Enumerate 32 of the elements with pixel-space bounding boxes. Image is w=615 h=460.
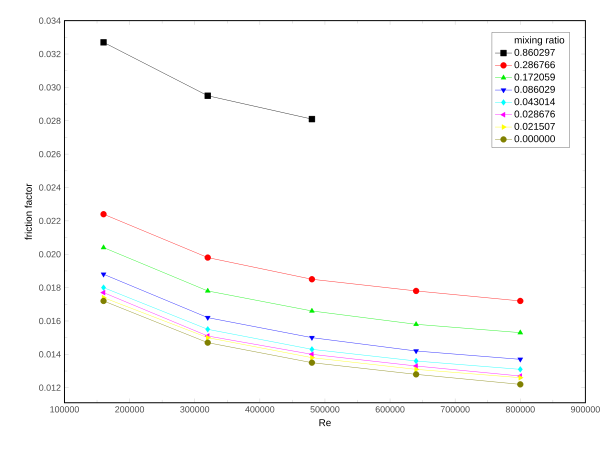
x-tick-label: 800000 bbox=[506, 406, 535, 412]
x-tick-label: 900000 bbox=[570, 406, 600, 412]
y-tick-label: 0.016 bbox=[39, 318, 61, 324]
y-tick-label: 0.030 bbox=[39, 84, 61, 90]
x-tick-label: 500000 bbox=[310, 406, 340, 412]
y-axis-title: friction factor bbox=[24, 183, 32, 240]
y-tick-label: 0.034 bbox=[39, 17, 61, 24]
legend-label: 0.043014 bbox=[514, 98, 556, 106]
y-tick-label: 0.022 bbox=[39, 218, 61, 224]
x-tick-label: 100000 bbox=[50, 406, 79, 412]
y-tick-label: 0.018 bbox=[39, 284, 61, 291]
legend-label: 0.000000 bbox=[514, 135, 555, 142]
y-tick-label: 0.032 bbox=[39, 50, 61, 58]
legend-label: 0.286766 bbox=[514, 61, 555, 68]
x-tick-label: 700000 bbox=[440, 406, 470, 412]
legend-title: mixing ratio bbox=[514, 36, 564, 46]
legend-label: 0.172059 bbox=[514, 73, 555, 80]
y-tick-label: 0.012 bbox=[39, 384, 61, 391]
x-tick-label: 400000 bbox=[245, 406, 274, 412]
legend-label: 0.028676 bbox=[514, 110, 555, 118]
x-axis-title: Re bbox=[319, 419, 331, 426]
y-tick-label: 0.028 bbox=[39, 117, 61, 124]
x-tick-label: 200000 bbox=[115, 406, 144, 412]
y-tick-label: 0.024 bbox=[39, 184, 61, 191]
x-tick-label: 600000 bbox=[376, 406, 405, 412]
y-tick-label: 0.026 bbox=[39, 150, 61, 158]
legend-label: 0.860297 bbox=[514, 48, 555, 56]
legend-label: 0.021507 bbox=[514, 122, 555, 130]
x-tick-label: 300000 bbox=[180, 406, 210, 412]
y-tick-label: 0.014 bbox=[39, 351, 61, 358]
y-tick-label: 0.020 bbox=[39, 250, 61, 258]
legend-label: 0.086029 bbox=[514, 86, 555, 93]
